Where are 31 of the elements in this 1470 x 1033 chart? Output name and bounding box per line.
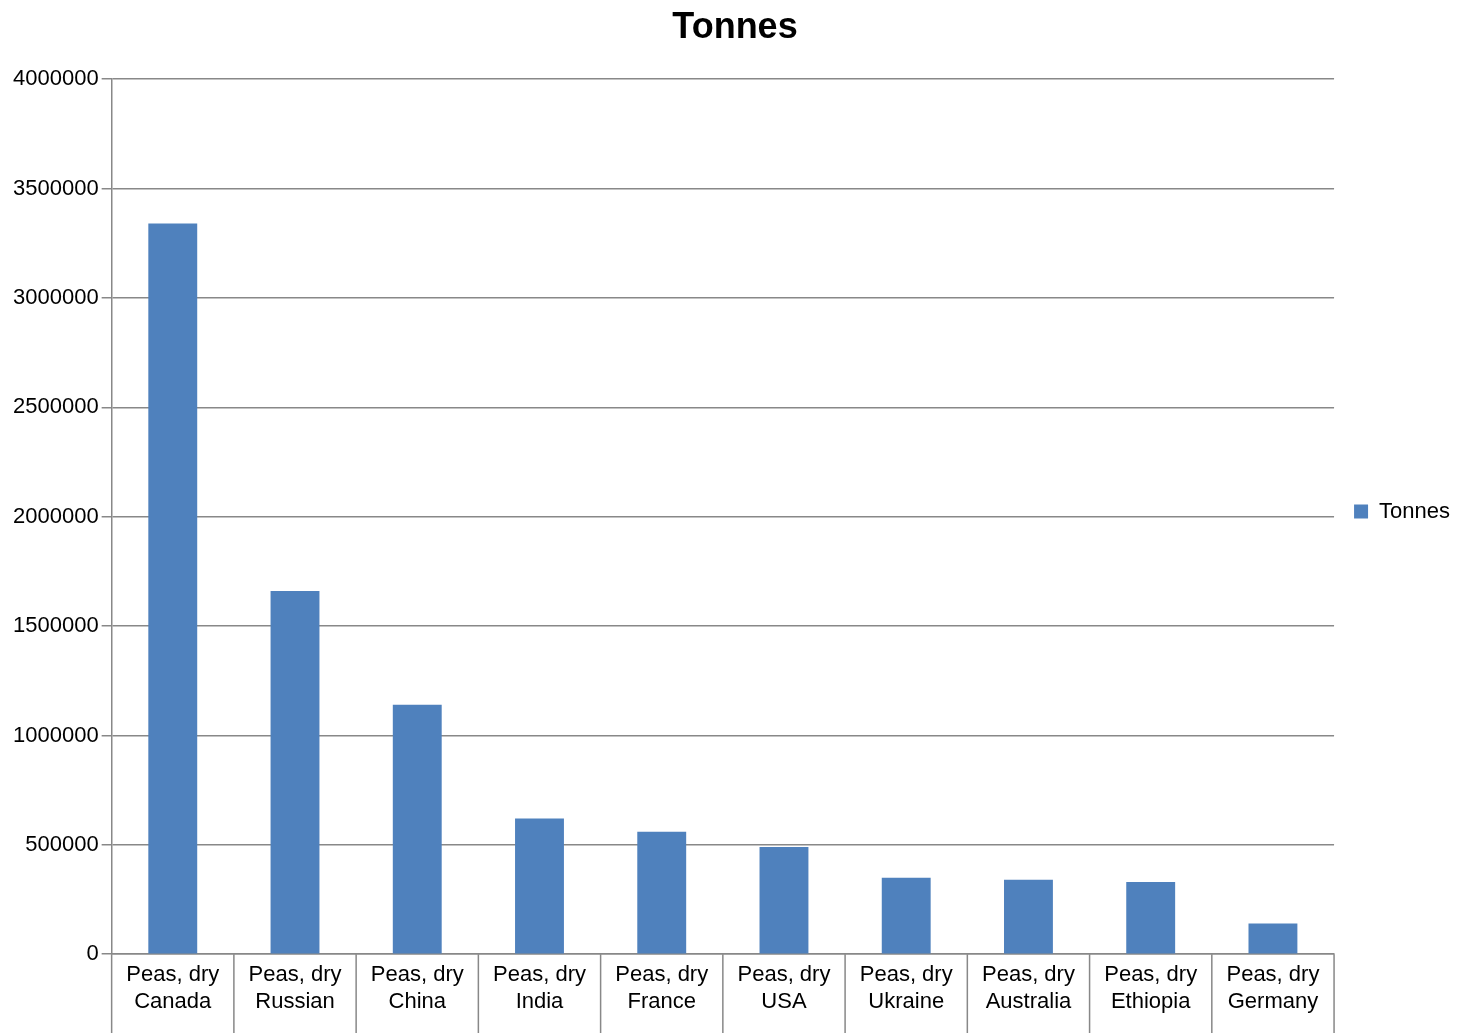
x-tick-label: Peas, dry Canada — [126, 961, 220, 1013]
y-tick-label: 500000 — [25, 830, 99, 856]
x-tick-label: Peas, dry Ukraine — [859, 961, 953, 1013]
y-tick-label: 3500000 — [12, 174, 99, 200]
bar — [1126, 882, 1176, 954]
bar — [1248, 923, 1298, 954]
bar — [759, 847, 809, 954]
x-tick-label: Peas, dry Australia — [981, 961, 1075, 1013]
y-tick-label: 4000000 — [12, 65, 99, 91]
bar — [881, 877, 931, 954]
bar — [392, 704, 442, 954]
y-tick-label: 1000000 — [12, 721, 99, 747]
bar — [1004, 879, 1053, 954]
bar — [515, 818, 564, 954]
bar — [148, 223, 198, 954]
y-tick-label: 1500000 — [12, 612, 99, 638]
chart-title: Tonnes — [672, 4, 798, 46]
x-tick-label: Peas, dry Germany — [1226, 961, 1320, 1013]
x-tick-label: Peas, dry Ethiopia — [1104, 961, 1198, 1013]
x-tick-label: Peas, dry China — [370, 961, 464, 1013]
x-tick-label: Peas, dry France — [615, 961, 709, 1013]
x-tick-label: Peas, dry USA — [737, 961, 831, 1013]
y-tick-label: 0 — [86, 940, 99, 966]
y-tick-label: 2500000 — [12, 393, 99, 419]
legend-label: Tonnes — [1379, 497, 1451, 523]
bar — [270, 591, 320, 954]
x-tick-label: Peas, dry India — [493, 961, 586, 1013]
x-tick-label: Peas, dry Russian — [248, 961, 342, 1013]
bar — [637, 831, 687, 954]
y-tick-label: 2000000 — [12, 502, 99, 528]
y-tick-label: 3000000 — [12, 284, 99, 310]
